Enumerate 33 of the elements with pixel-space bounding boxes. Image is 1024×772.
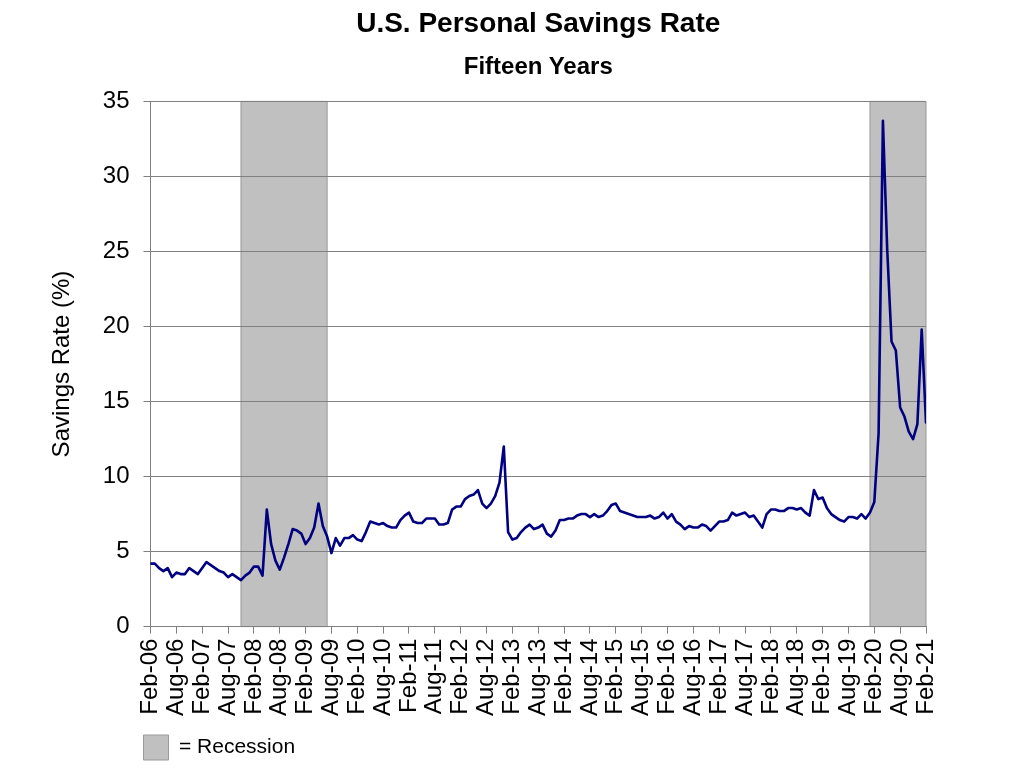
x-tick-label: Aug-13 (522, 638, 550, 716)
x-tick-label: Aug-18 (781, 638, 809, 716)
y-tick-label: 25 (102, 236, 130, 264)
x-tick-label: Aug-09 (316, 638, 344, 716)
y-tick-label: 30 (102, 161, 130, 189)
x-tick-label: Aug-15 (626, 638, 654, 716)
x-tick-label: Aug-11 (419, 638, 447, 715)
x-tick-label: Feb-19 (807, 638, 835, 715)
y-tick-label: 0 (116, 611, 130, 639)
x-tick-label: Aug-07 (212, 638, 240, 716)
x-tick-label: Aug-12 (471, 638, 499, 716)
x-tick-label: Feb-16 (652, 638, 680, 715)
x-tick-label: Feb-09 (290, 638, 318, 715)
x-tick-label: Aug-16 (677, 638, 705, 716)
y-tick-label: 10 (102, 461, 130, 489)
y-axis-title: Savings Rate (%) (47, 270, 75, 458)
legend-label: = Recession (179, 734, 296, 758)
x-tick-label: Aug-20 (884, 638, 912, 716)
x-tick-label: Aug-06 (160, 638, 188, 716)
x-tick-label: Feb-13 (497, 638, 525, 715)
chart-subtitle: Fifteen Years (463, 51, 613, 79)
x-tick-label: Feb-12 (445, 638, 473, 715)
x-tick-label: Feb-06 (135, 638, 163, 715)
x-tick-label: Aug-17 (729, 638, 757, 716)
y-tick-label: 15 (102, 386, 130, 414)
y-tick-label: 5 (116, 536, 130, 564)
chart-title: U.S. Personal Savings Rate (356, 6, 721, 38)
y-tick-label: 35 (102, 86, 130, 114)
x-tick-label: Aug-08 (264, 638, 292, 716)
y-tick-label: 20 (102, 311, 130, 339)
x-tick-label: Aug-10 (367, 638, 395, 716)
x-tick-label: Aug-19 (833, 638, 861, 716)
x-tick-label: Aug-14 (574, 638, 602, 716)
